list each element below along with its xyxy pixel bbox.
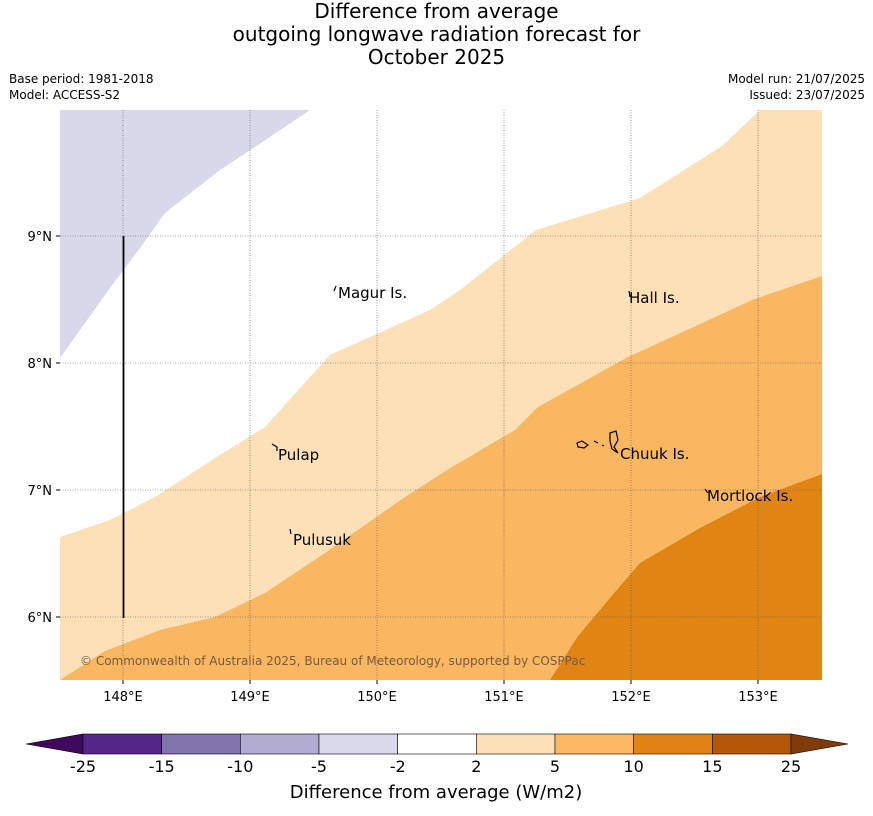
colorbar-segment (476, 733, 556, 755)
colorbar-tick-label: -10 (227, 757, 253, 776)
colorbar-tick-label: 25 (781, 757, 801, 776)
colorbar-tick-label: 15 (702, 757, 722, 776)
colorbar-tick-label: -5 (311, 757, 327, 776)
island-chuuk-shape-3 (601, 444, 605, 447)
chart-title: Difference from average outgoing longwav… (0, 0, 873, 69)
place-label-pulap: Pulap (278, 446, 319, 464)
lon-label-148: 148°E (103, 690, 143, 705)
colorbar (25, 733, 849, 755)
island-pulap-shape (271, 443, 278, 451)
colorbar-segment (554, 733, 634, 755)
island-magur-shape (333, 285, 337, 292)
island-chuuk-shape-2 (593, 440, 599, 444)
lon-label-150: 150°E (357, 690, 397, 705)
island-chuuk-shape-4 (609, 430, 619, 454)
axis-ticks (56, 235, 759, 684)
colorbar-segment (633, 733, 713, 755)
colorbar-extend-high (790, 733, 849, 755)
colorbar-segment (82, 733, 162, 755)
lat-label-6: 6°N (28, 611, 53, 626)
copyright-notice: © Commonwealth of Australia 2025, Bureau… (80, 654, 585, 668)
lat-label-7: 7°N (28, 484, 53, 499)
title-line-2: outgoing longwave radiation forecast for (232, 22, 641, 46)
colorbar-segment (161, 733, 241, 755)
colorbar-tick-label: 2 (471, 757, 481, 776)
colorbar-segment (318, 733, 398, 755)
colorbar-extend-low (25, 733, 84, 755)
place-label-pulusuk: Pulusuk (293, 531, 351, 549)
colorbar-labels: -25 -15 -10 -5 -2 2 5 10 15 25 (70, 757, 801, 776)
colorbar-segment (712, 733, 792, 755)
island-pulusuk-shape (289, 528, 292, 535)
title-line-3: October 2025 (367, 45, 506, 69)
lat-label-9: 9°N (28, 230, 53, 245)
model-label: Model: ACCESS-S2 (9, 88, 121, 102)
colorbar-tick-label: 5 (550, 757, 560, 776)
place-label-hall: Hall Is. (629, 289, 680, 307)
colorbar-tick-label: 10 (623, 757, 643, 776)
island-hall-shape (628, 290, 631, 298)
island-mortlock-shape (704, 488, 709, 494)
place-label-mortlock: Mortlock Is. (707, 487, 793, 505)
issued-label: Issued: 23/07/2025 (749, 88, 865, 102)
place-label-chuuk: Chuuk Is. (620, 445, 689, 463)
colorbar-segment (397, 733, 477, 755)
lon-label-149: 149°E (230, 690, 270, 705)
model-run-label: Model run: 21/07/2025 (727, 72, 865, 86)
colorbar-title: Difference from average (W/m2) (290, 782, 582, 803)
colorbar-tick-label: -15 (149, 757, 175, 776)
lon-label-152: 152°E (611, 690, 651, 705)
gridlines (60, 110, 822, 680)
island-chuuk-shape-1 (576, 440, 590, 449)
islands (271, 285, 709, 535)
lon-label-151: 151°E (484, 690, 524, 705)
meta-right: Model run: 21/07/2025 Issued: 23/07/2025 (728, 71, 865, 103)
colorbar-tick-label: -25 (70, 757, 96, 776)
title-line-1: Difference from average (314, 0, 559, 23)
place-label-magur: Magur Is. (338, 284, 407, 302)
base-period-label: Base period: 1981-2018 (9, 72, 154, 86)
colorbar-tick-label: -2 (390, 757, 406, 776)
region-plus10-plus15 (550, 474, 822, 680)
colorbar-segment (240, 733, 320, 755)
lat-label-8: 8°N (28, 357, 53, 372)
region-minus5-minus2 (60, 110, 310, 358)
map-area: Magur Is. Hall Is. Pulap Chuuk Is. Mortl… (60, 110, 822, 680)
meta-left: Base period: 1981-2018 Model: ACCESS-S2 (9, 71, 154, 103)
lon-label-153: 153°E (738, 690, 778, 705)
